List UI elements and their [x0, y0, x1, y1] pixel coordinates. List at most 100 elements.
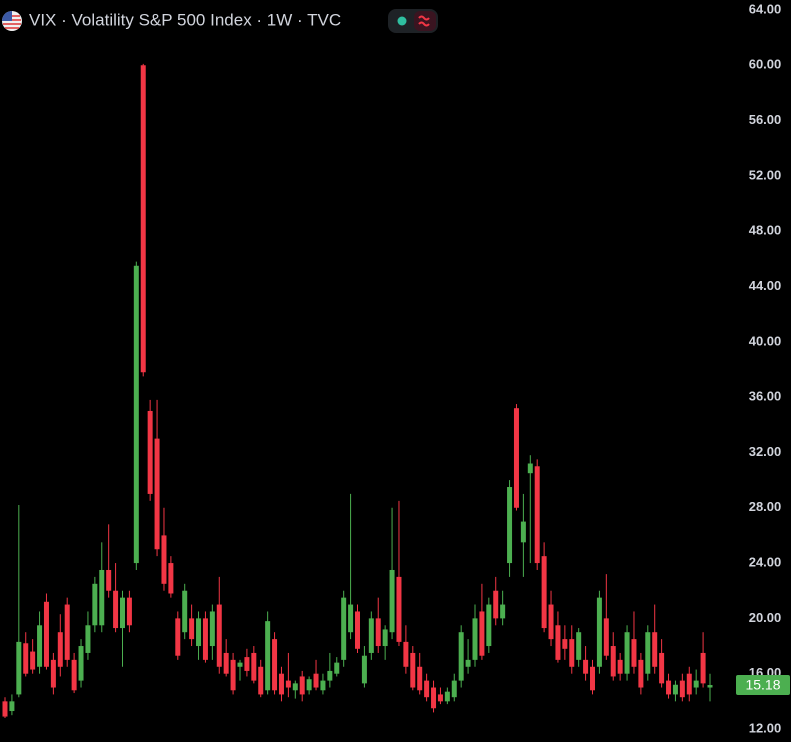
candle-body — [368, 618, 374, 653]
candle-body — [299, 676, 305, 695]
candle-body — [465, 659, 471, 667]
candle-body — [133, 265, 139, 564]
candle-body — [216, 604, 222, 667]
y-tick-label: 36.00 — [749, 389, 782, 404]
candle-body — [320, 680, 326, 691]
candle-body — [576, 632, 582, 660]
wave-bg — [414, 11, 436, 31]
candle-body — [126, 597, 132, 626]
candle-body — [513, 408, 519, 508]
candle-body — [645, 632, 651, 674]
candle-body — [458, 632, 464, 681]
candle-body — [700, 652, 706, 684]
y-tick-label: 20.00 — [749, 610, 782, 625]
candle-body — [2, 701, 8, 717]
candle-body — [306, 679, 312, 691]
candle-body — [624, 632, 630, 674]
candle-body — [548, 604, 554, 640]
candle-body — [140, 65, 146, 373]
candle-body — [106, 569, 112, 591]
candle-body — [182, 590, 188, 633]
candle-body — [486, 604, 492, 647]
y-tick-label: 56.00 — [749, 112, 782, 127]
candle-body — [64, 604, 70, 660]
candle-body — [341, 597, 347, 660]
candle-body — [113, 590, 119, 629]
candle-body — [92, 583, 98, 626]
candle-body — [50, 659, 56, 688]
candle-body — [99, 569, 105, 626]
candle-body — [355, 611, 360, 649]
candle-body — [272, 639, 278, 691]
candle-body — [375, 618, 381, 647]
candle-body — [638, 659, 644, 688]
y-tick-label: 24.00 — [749, 555, 782, 570]
candle-body — [617, 659, 623, 674]
y-tick-label: 44.00 — [749, 278, 782, 293]
candle-body — [431, 687, 437, 709]
candle-body — [569, 639, 575, 667]
chart-title: VIX · Volatility S&P 500 Index · 1W · TV… — [29, 10, 341, 29]
last-price-label: 15.18 — [745, 677, 780, 693]
candle-body — [196, 618, 202, 647]
candle-body — [666, 680, 672, 695]
candle-body — [596, 597, 602, 667]
candle-body — [361, 655, 367, 684]
status-dot — [397, 16, 407, 26]
candle-body — [603, 618, 609, 656]
candle-body — [327, 670, 333, 681]
candle-body — [520, 521, 526, 543]
y-tick-label: 52.00 — [749, 167, 782, 182]
candle-body — [120, 597, 125, 629]
candle-body — [444, 691, 450, 702]
candle-body — [693, 680, 699, 688]
candle-body — [507, 487, 513, 564]
y-tick-label: 32.00 — [749, 444, 782, 459]
candle-body — [686, 673, 692, 695]
candle-body — [534, 466, 540, 564]
candle-body — [161, 535, 167, 584]
candle-body — [334, 662, 340, 674]
candle-body — [37, 625, 43, 667]
candle-body — [493, 590, 499, 619]
candle-body — [223, 652, 229, 674]
candle-body — [562, 639, 568, 649]
candle-body — [9, 701, 15, 712]
candle-body — [396, 576, 402, 642]
candle-body — [451, 680, 457, 698]
candle-body — [631, 639, 637, 667]
y-tick-label: 48.00 — [749, 223, 782, 238]
candle-body — [16, 641, 22, 695]
candle-body — [78, 646, 84, 681]
wave-icon — [418, 15, 430, 27]
candle-body — [382, 629, 388, 647]
candle-body — [244, 657, 250, 671]
y-tick-label: 40.00 — [749, 333, 782, 348]
candle-body — [43, 601, 49, 667]
candle-body — [590, 666, 595, 691]
candle-body — [237, 662, 243, 667]
candle-body — [417, 666, 423, 691]
candle-body — [652, 632, 658, 667]
candle-body — [168, 563, 174, 594]
candle-body — [410, 652, 416, 688]
candle-body — [672, 684, 678, 695]
candle-body — [541, 556, 547, 629]
candle-body — [230, 659, 236, 691]
candle-body — [71, 659, 77, 691]
candle-body — [679, 680, 685, 698]
candle-body — [472, 618, 478, 660]
candle-body — [583, 659, 589, 674]
candle-body — [154, 438, 160, 550]
y-tick-label: 12.00 — [749, 720, 782, 735]
y-tick-label: 28.00 — [749, 499, 782, 514]
candle-body — [610, 646, 616, 677]
candle-body — [23, 643, 29, 674]
candle-body — [202, 618, 208, 660]
last-price-box — [736, 675, 790, 696]
candle-body — [147, 410, 153, 494]
candle-body — [189, 618, 195, 640]
candle-body — [285, 680, 291, 688]
